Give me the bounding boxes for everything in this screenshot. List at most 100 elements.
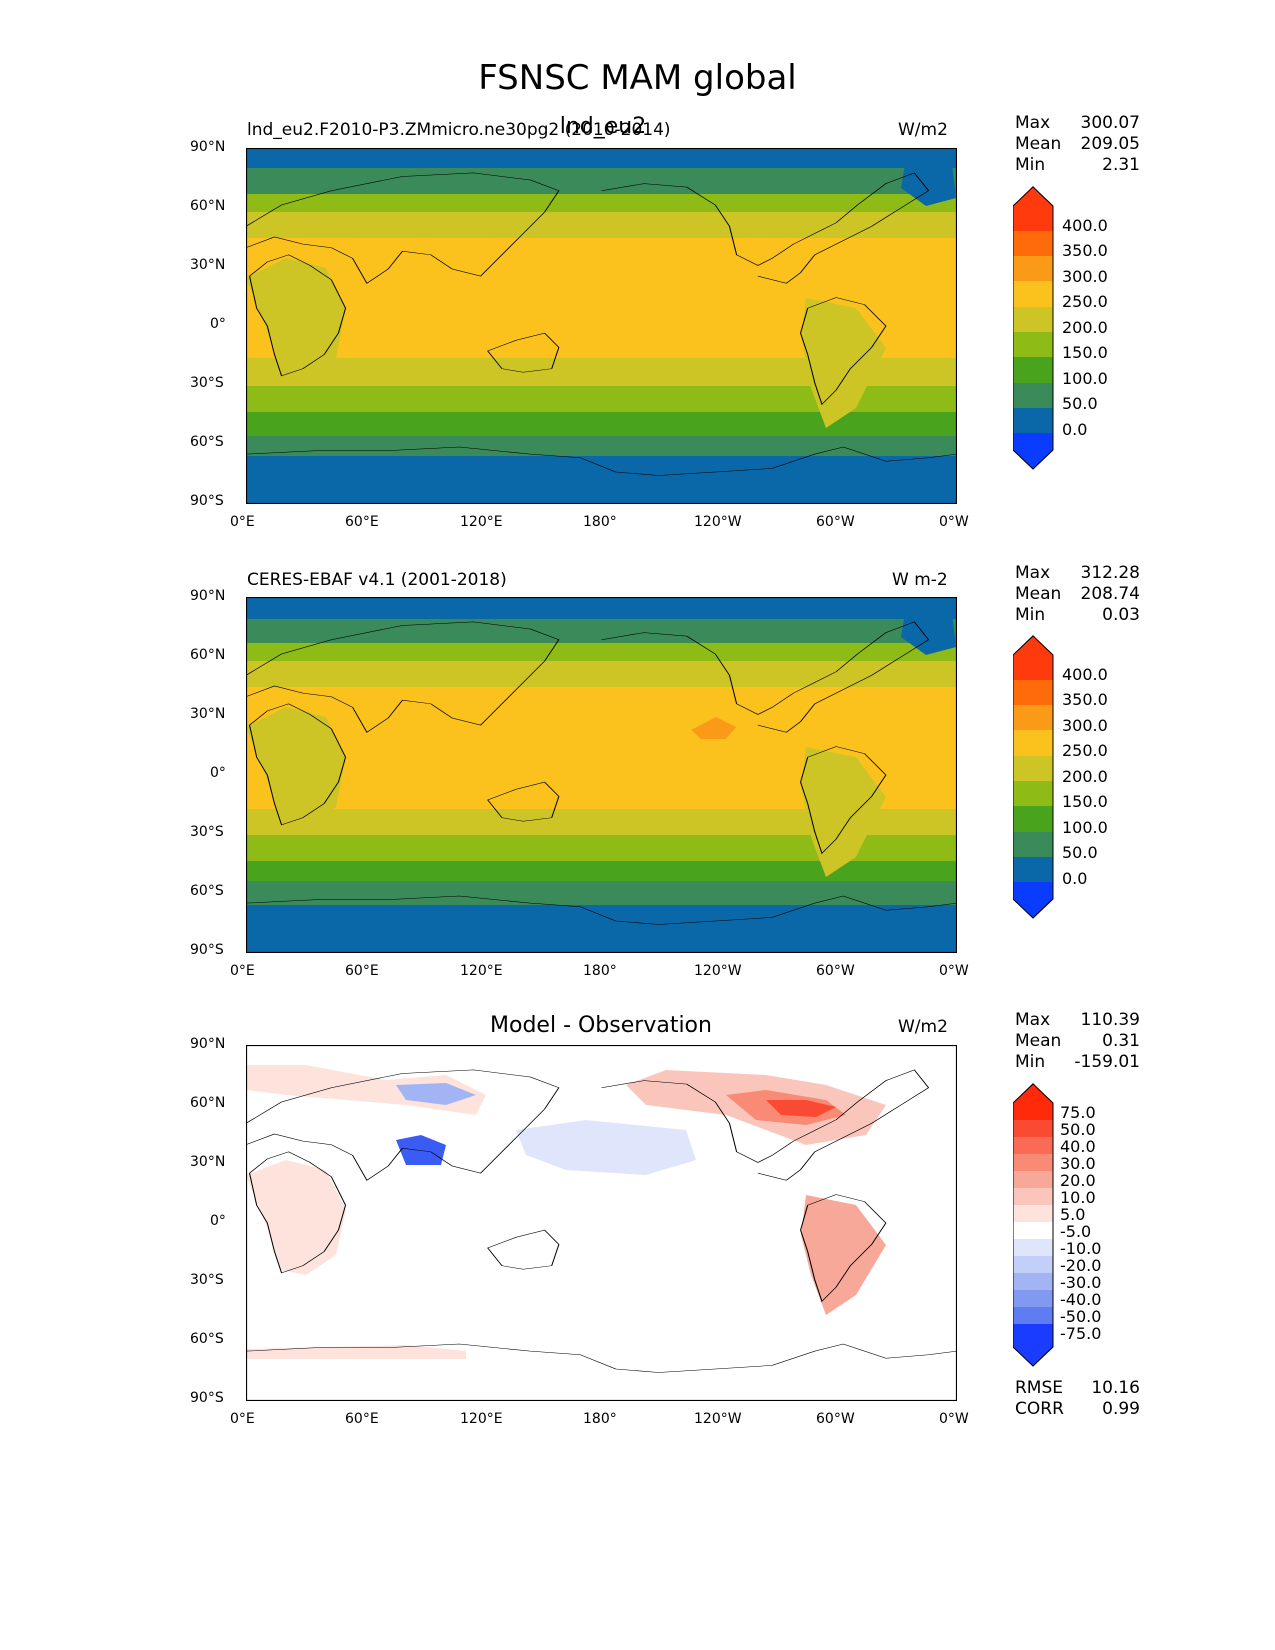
figure-title: FSNSC MAM global [478, 58, 797, 98]
panel-1-units: W/m2 [898, 120, 948, 140]
stat-value: 2.31 [1102, 155, 1140, 175]
cbar-label: 50.0 [1060, 1120, 1096, 1139]
map-frame [246, 148, 957, 504]
field-africa-diff [246, 1160, 346, 1275]
cbar-label: -40.0 [1060, 1290, 1102, 1309]
cbar-swatch [1013, 1290, 1053, 1307]
panel-1-lon-tick: 60°W [816, 514, 855, 530]
cbar-swatch [1013, 383, 1053, 408]
cbar-swatch [1013, 231, 1053, 256]
cbar-label: 200.0 [1062, 767, 1108, 786]
panel-2-lat-tick: 30°N [190, 706, 226, 722]
field-positive-max [766, 1100, 836, 1117]
panel-2-lon-tick: 60°E [345, 963, 379, 979]
cbar-label: -30.0 [1060, 1273, 1102, 1292]
cbar-label: 100.0 [1062, 369, 1108, 388]
cbar-label: 150.0 [1062, 792, 1108, 811]
panel-3-lon-tick: 0°W [939, 1411, 969, 1427]
field-north-midlat-band [246, 212, 957, 238]
stat-value: 10.16 [1091, 1378, 1140, 1398]
cbar-label: 0.0 [1062, 869, 1088, 888]
cbar-label: 250.0 [1062, 292, 1108, 311]
cbar-label: -75.0 [1060, 1324, 1102, 1343]
cbar-bottom-extend [1013, 899, 1053, 918]
cbar-bottom-extend [1013, 450, 1053, 469]
stat-value: 0.99 [1102, 1399, 1140, 1419]
panel-1-lat-tick: 60°N [190, 198, 226, 214]
panel-1-lat-tick: 60°S [190, 434, 224, 450]
cbar-label: 350.0 [1062, 241, 1108, 260]
panel-3-units: W/m2 [898, 1017, 948, 1037]
panel-3-lon-tick: 0°E [230, 1411, 255, 1427]
field-stratocumulus-patch [691, 717, 736, 739]
cbar-swatch [1013, 408, 1053, 433]
field-subantarctic-band [246, 881, 957, 905]
field-boreal-band [246, 643, 957, 661]
panel-1-map [246, 148, 957, 504]
cbar-swatch [1013, 1154, 1053, 1171]
panel-3-stats: Max 110.39 Mean 0.31 Min -159.01 [1015, 1010, 1140, 1073]
cbar-bottom-extend [1013, 1347, 1053, 1366]
field-negative-siberia [396, 1083, 476, 1105]
field-africa [246, 258, 346, 378]
cbar-label: 40.0 [1060, 1137, 1096, 1156]
panel-1-lon-tick: 180° [583, 514, 617, 530]
cbar-label: 300.0 [1062, 267, 1108, 286]
cbar-top-extend [1013, 186, 1053, 206]
map-frame [246, 1045, 957, 1401]
cbar-swatch [1013, 882, 1053, 899]
panel-2-lon-tick: 120°E [460, 963, 503, 979]
cbar-label: -50.0 [1060, 1307, 1102, 1326]
cbar-swatch [1013, 1171, 1053, 1188]
panel-2-lat-tick: 60°N [190, 647, 226, 663]
cbar-label: 30.0 [1060, 1154, 1096, 1173]
panel-1-center-title: lnd_eu2 [559, 114, 647, 139]
panel-2-lon-tick: 120°W [694, 963, 742, 979]
cbar-swatch [1013, 756, 1053, 781]
panel-1-colorbar [1013, 186, 1054, 470]
cbar-swatch [1013, 1188, 1053, 1205]
cbar-label: 75.0 [1060, 1103, 1096, 1122]
panel-1-lat-tick: 0° [210, 316, 226, 332]
panel-3-colorbar [1013, 1083, 1054, 1367]
cbar-swatch [1013, 1256, 1053, 1273]
panel-1-lon-tick: 0°E [230, 514, 255, 530]
cbar-outline [1013, 635, 1054, 919]
panel-1-lat-tick: 30°S [190, 375, 224, 391]
panel-1-left-title: lnd_eu2.F2010-P3.ZMmicro.ne30pg2 (2010-2… [247, 120, 671, 140]
panel-3-lon-tick: 120°W [694, 1411, 742, 1427]
cbar-swatch [1013, 1137, 1053, 1154]
cbar-label: 50.0 [1062, 843, 1098, 862]
stat-label: Max [1015, 1010, 1051, 1030]
panel-1-stats: Max 300.07 Mean 209.05 Min 2.31 [1015, 113, 1140, 176]
cbar-label: 300.0 [1062, 716, 1108, 735]
cbar-swatch [1013, 705, 1053, 730]
cbar-top-extend [1013, 1083, 1053, 1103]
cbar-label: 400.0 [1062, 665, 1108, 684]
cbar-swatch [1013, 730, 1053, 756]
panel-3-lat-tick: 90°N [190, 1036, 226, 1052]
field-north-midlat-band [246, 661, 957, 687]
stat-label: Min [1015, 155, 1046, 175]
cbar-swatch [1013, 357, 1053, 383]
panel-2-left-title: CERES-EBAF v4.1 (2001-2018) [247, 570, 507, 590]
field-southern-ocean-band [246, 412, 957, 436]
stat-value: 300.07 [1080, 113, 1140, 133]
cbar-swatch [1013, 1222, 1053, 1239]
panel-2-map [246, 597, 957, 953]
cbar-label: 0.0 [1062, 420, 1088, 439]
field-southern-ocean-band [246, 861, 957, 881]
cbar-swatch [1013, 806, 1053, 832]
field-arctic-band [246, 597, 957, 619]
panel-3-lon-tick: 60°E [345, 1411, 379, 1427]
cbar-swatch [1013, 1103, 1053, 1120]
stat-label: Max [1015, 113, 1051, 133]
panel-2-stats: Max 312.28 Mean 208.74 Min 0.03 [1015, 563, 1140, 626]
stat-label: CORR [1015, 1399, 1064, 1419]
panel-3-lon-tick: 60°W [816, 1411, 855, 1427]
stat-label: Min [1015, 605, 1046, 625]
panel-1-lon-tick: 0°W [939, 514, 969, 530]
cbar-swatch [1013, 857, 1053, 882]
panel-3-lat-tick: 30°N [190, 1154, 226, 1170]
map-frame [246, 597, 957, 953]
